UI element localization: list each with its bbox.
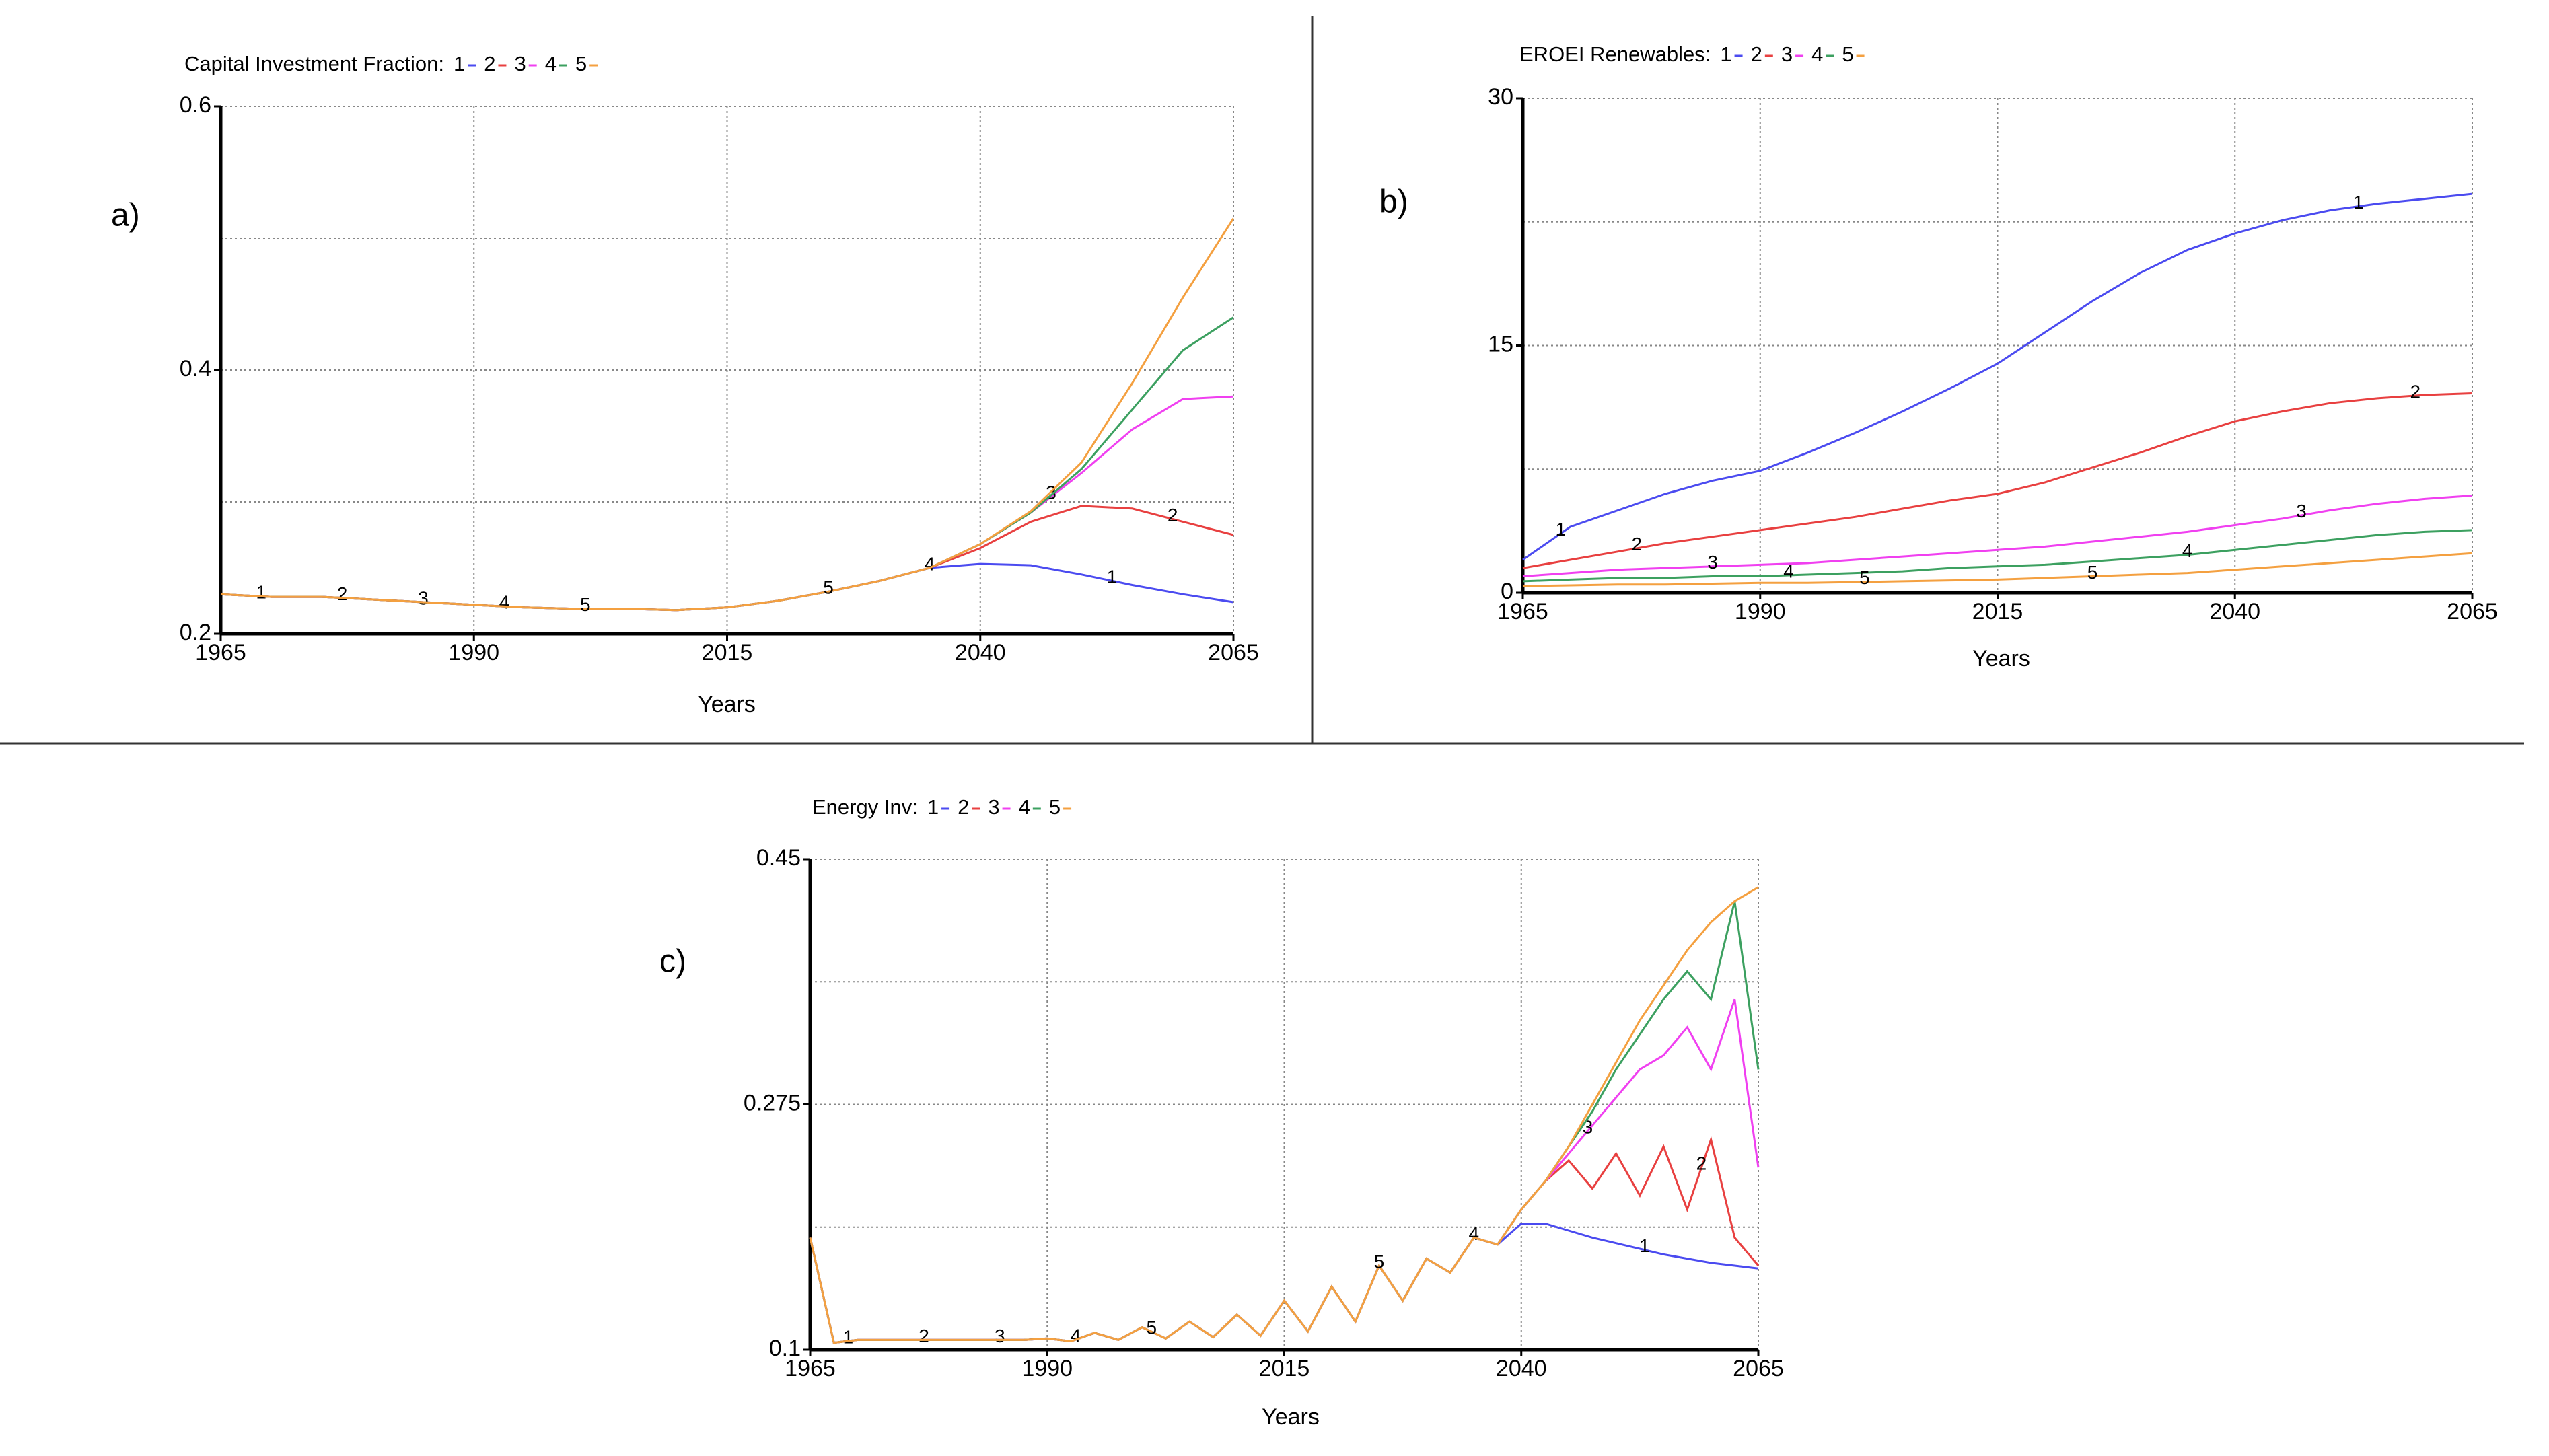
x-tick-label: 1965 — [195, 640, 246, 665]
line-label: 2 — [1696, 1153, 1707, 1174]
x-tick-label: 1965 — [785, 1356, 836, 1381]
x-tick-label: 1990 — [448, 640, 499, 665]
panel-label: a) — [111, 198, 140, 233]
x-axis-title: Years — [1262, 1404, 1320, 1430]
panel-label: b) — [1379, 184, 1408, 220]
line-label: 3 — [995, 1325, 1005, 1346]
line-label: 3 — [418, 587, 429, 608]
line-label: 1 — [1639, 1235, 1650, 1256]
line-label: 1 — [1556, 519, 1567, 540]
series-line — [1522, 495, 2473, 577]
chart-title: Energy Inv: — [812, 795, 918, 819]
series-line — [1522, 392, 2473, 569]
line-label: 4 — [925, 553, 935, 574]
x-tick-label: 2040 — [1496, 1356, 1547, 1381]
series-line — [1522, 552, 2473, 587]
series-line — [220, 217, 1235, 612]
legend-entry: 2 — [1751, 42, 1762, 66]
legend-entry: 3 — [514, 52, 526, 75]
legend-entry: 5 — [575, 52, 587, 75]
legend-entry: 5 — [1842, 42, 1853, 66]
line-label: 3 — [2296, 501, 2307, 521]
chart: 1965 1990 2015 2040 2065 0.2 0.4 0.6 Years a) Capi… — [111, 52, 1259, 717]
legend-entry: 2 — [484, 52, 495, 75]
y-tick-label: 0.45 — [756, 845, 801, 871]
x-tick-label: 1990 — [1735, 599, 1786, 624]
x-tick-label: 2015 — [1972, 599, 2023, 624]
series-line — [809, 901, 1760, 1344]
line-label: 1 — [1107, 567, 1118, 587]
panel-label: c) — [659, 944, 686, 980]
line-label: 4 — [1071, 1325, 1081, 1346]
series-line — [1522, 529, 2473, 583]
line-label: 1 — [2353, 192, 2364, 213]
x-axis-title: Years — [698, 692, 756, 717]
legend-entry: 2 — [958, 795, 969, 819]
chart: 1965 1990 2015 2040 2065 0.1 0.275 0.45 Years c) E… — [659, 795, 1784, 1430]
line-label: 5 — [1146, 1317, 1157, 1338]
line-label: 5 — [2087, 562, 2098, 583]
line-label: 5 — [823, 577, 834, 598]
line-label: 2 — [2410, 381, 2421, 402]
line-label: 5 — [1859, 567, 1870, 588]
y-tick-label: 15 — [1488, 331, 1513, 357]
line-label: 4 — [1783, 560, 1794, 581]
line-label: 2 — [1168, 505, 1178, 525]
line-label: 4 — [499, 592, 510, 613]
chart-title: EROEI Renewables: — [1519, 42, 1711, 66]
x-tick-label: 2065 — [1733, 1356, 1784, 1381]
line-label: 5 — [580, 594, 591, 615]
line-label: 4 — [1469, 1223, 1480, 1244]
line-label: 1 — [256, 582, 266, 603]
x-tick-label: 2040 — [955, 640, 1006, 665]
x-axis-title: Years — [1972, 646, 2030, 671]
y-tick-label: 0.2 — [180, 620, 211, 645]
line-label: 2 — [337, 583, 348, 604]
y-tick-label: 30 — [1488, 84, 1513, 110]
legend-entry: 5 — [1049, 795, 1061, 819]
line-label: 2 — [919, 1325, 929, 1346]
y-tick-label: 0.1 — [769, 1336, 801, 1361]
legend-entry: 1 — [927, 795, 939, 819]
legend-entry: 3 — [988, 795, 999, 819]
line-label: 3 — [1707, 552, 1718, 573]
line-label: 5 — [1374, 1251, 1385, 1272]
series-line — [809, 886, 1759, 1344]
y-tick-label: 0 — [1501, 579, 1513, 604]
line-label: 1 — [843, 1326, 854, 1347]
line-label: 4 — [2182, 540, 2193, 561]
legend-entry: 1 — [1720, 42, 1731, 66]
x-tick-label: 1990 — [1021, 1356, 1073, 1381]
series-line — [1522, 192, 2473, 561]
legend-entry: 1 — [454, 52, 465, 75]
line-label: 2 — [1632, 534, 1643, 554]
x-tick-label: 2015 — [1259, 1356, 1310, 1381]
x-tick-label: 1965 — [1497, 599, 1548, 624]
x-tick-label: 2065 — [1208, 640, 1259, 665]
y-tick-label: 0.4 — [180, 356, 211, 381]
legend-entry: 4 — [545, 52, 557, 75]
chart-title: Capital Investment Fraction: — [184, 52, 444, 75]
y-tick-label: 0.6 — [180, 92, 211, 118]
legend-entry: 4 — [1811, 42, 1823, 66]
legend-entry: 4 — [1019, 795, 1030, 819]
x-tick-label: 2040 — [2209, 599, 2260, 624]
x-tick-label: 2015 — [702, 640, 753, 665]
legend-entry: 3 — [1781, 42, 1793, 66]
x-tick-label: 2065 — [2447, 599, 2498, 624]
y-tick-label: 0.275 — [744, 1090, 801, 1116]
